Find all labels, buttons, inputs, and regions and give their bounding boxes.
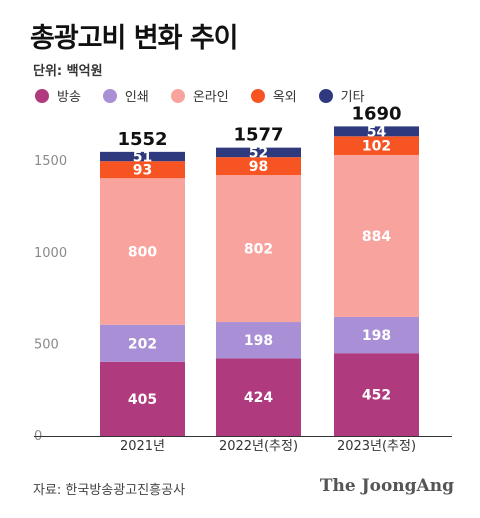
segment-value-label: 800	[128, 245, 157, 261]
legend-swatch-print	[102, 88, 117, 103]
segment-value-label: 452	[362, 388, 391, 404]
bar-segment	[216, 147, 301, 158]
bar-segment	[216, 157, 301, 176]
legend-item-broadcast: 방송	[35, 86, 81, 105]
legend-label-other: 기타	[340, 90, 365, 105]
bar-segment	[100, 151, 185, 162]
unit-label: 단위: 백억원	[33, 64, 103, 79]
bar-segment	[216, 322, 301, 359]
bar-segment	[100, 361, 185, 436]
segment-value-label: 884	[362, 229, 391, 245]
total-value-label: 1690	[351, 103, 401, 124]
segment-value-label: 54	[367, 124, 387, 140]
legend-swatch-outdoor	[250, 88, 265, 103]
segment-value-label: 802	[244, 242, 273, 258]
segment-value-label: 51	[133, 150, 152, 166]
segment-value-label: 93	[133, 163, 152, 179]
total-value-label: 1552	[117, 129, 167, 150]
segment-value-label: 198	[362, 328, 391, 344]
bar-segment	[334, 154, 419, 317]
bar-segment	[100, 161, 185, 179]
legend-item-online: 온라인	[170, 86, 229, 105]
bar-segment	[334, 353, 419, 436]
segment-value-label: 198	[244, 333, 273, 349]
bar-segment	[216, 175, 301, 323]
segment-value-label: 202	[128, 336, 157, 352]
source-note: 자료: 한국방송광고진흥공사	[33, 483, 186, 498]
legend-label-print: 인쇄	[124, 90, 149, 105]
segment-value-label: 424	[244, 390, 273, 406]
y-tick-label: 1000	[34, 246, 67, 261]
legend: 방송 인쇄 온라인 옥외 기타	[35, 86, 387, 105]
legend-swatch-online	[170, 88, 185, 103]
legend-label-outdoor: 옥외	[272, 90, 297, 105]
y-tick-label: 1500	[34, 154, 67, 169]
legend-item-print: 인쇄	[102, 86, 149, 105]
x-tick-label: 2023년(추정)	[337, 439, 416, 454]
brand-logo: The JoongAng	[319, 476, 454, 496]
chart-title: 총광고비 변화 추이	[30, 23, 239, 54]
segment-value-label: 405	[128, 392, 157, 408]
bar-segment	[100, 324, 185, 362]
x-tick-label: 2021년	[120, 439, 165, 454]
segment-value-label: 52	[249, 145, 268, 161]
legend-item-other: 기타	[318, 86, 365, 105]
legend-item-outdoor: 옥외	[250, 86, 297, 105]
segment-value-label: 98	[249, 159, 268, 175]
segment-value-label: 102	[362, 139, 391, 155]
total-value-label: 1577	[233, 125, 283, 146]
legend-swatch-broadcast	[35, 88, 49, 103]
bar-segment	[216, 358, 301, 436]
bar-segment	[100, 178, 185, 325]
legend-label-online: 온라인	[192, 90, 229, 105]
bar-segment	[334, 316, 419, 354]
legend-swatch-other	[318, 88, 333, 103]
x-tick-label: 2022년(추정)	[219, 439, 298, 454]
legend-label-broadcast: 방송	[57, 90, 81, 105]
y-tick-label: 500	[34, 337, 59, 352]
bar-segment	[334, 126, 419, 137]
bar-segment	[334, 136, 419, 155]
